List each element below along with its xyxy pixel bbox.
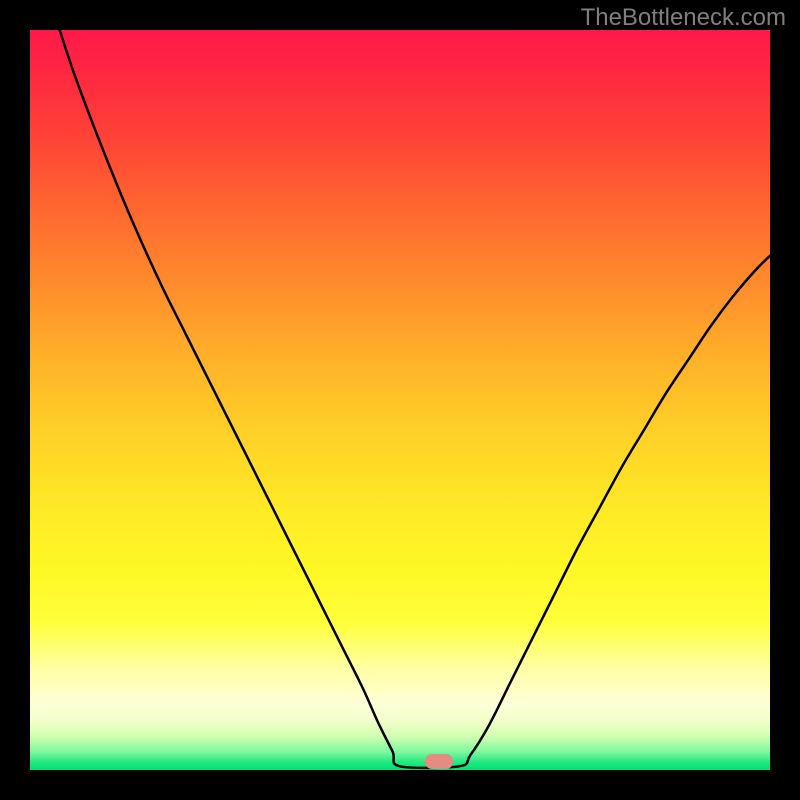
optimal-marker: [425, 754, 453, 769]
watermark-text: TheBottleneck.com: [581, 4, 786, 32]
plot-area: [30, 30, 770, 770]
bottleneck-curve: [30, 30, 770, 770]
chart-frame: TheBottleneck.com: [0, 0, 800, 800]
